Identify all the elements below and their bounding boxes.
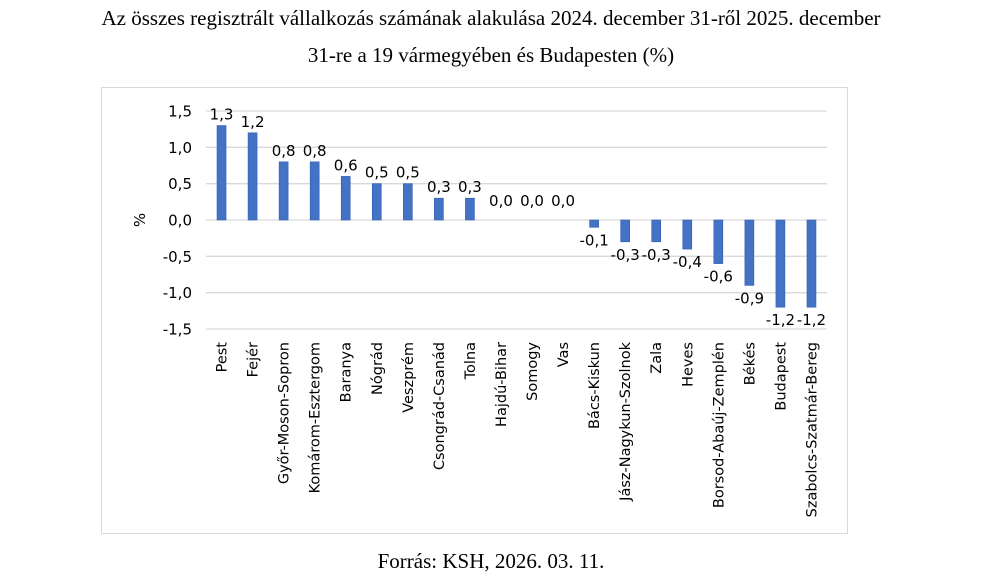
y-axis-title: %: [131, 213, 149, 227]
x-category-label: Csongrád-Csanád: [432, 342, 448, 470]
data-label: -0,1: [579, 231, 608, 249]
x-axis-categories: Pest Fejér Győr-Moson-Sopron Komárom-Eszter…: [215, 341, 821, 517]
x-category-label: Békés: [742, 342, 758, 385]
chart-area: 1,5 1,0 0,5 0,0 -0,5 -1,0 -1,5 1,3 1,2 0,8 0,8 0,6…: [101, 87, 848, 534]
data-label: 0,3: [458, 178, 482, 196]
bar: [775, 219, 786, 308]
y-tick-label: 0,5: [168, 175, 192, 193]
gridlines: [206, 110, 827, 330]
x-category-label: Fejér: [246, 342, 262, 377]
data-label: 0,5: [396, 164, 420, 182]
data-label: 0,8: [303, 142, 327, 160]
y-axis-ticks: 1,5 1,0 0,5 0,0 -0,5 -1,0 -1,5: [163, 103, 192, 339]
data-label: -0,6: [704, 268, 733, 286]
data-labels: 1,3 1,2 0,8 0,8 0,6 0,5 0,5 0,3 0,3 0,0 0,0 0,0 -0,1…: [210, 106, 827, 330]
x-category-label: Borsod-Abaúj-Zemplén: [711, 342, 727, 508]
bar: [806, 219, 817, 308]
data-label: 1,2: [241, 113, 265, 131]
data-label: 0,0: [489, 192, 513, 210]
bar: [744, 219, 755, 286]
x-category-label: Bács-Kiskun: [587, 342, 603, 429]
bar: [340, 176, 351, 221]
x-category-label: Zala: [649, 342, 665, 374]
x-category-label: Komárom-Esztergom: [308, 342, 324, 493]
x-category-label: Szabolcs-Szatmár-Bereg: [804, 342, 820, 517]
bar: [309, 161, 320, 221]
bar: [620, 219, 630, 243]
data-label: -1,2: [797, 311, 826, 329]
data-label: 0,5: [365, 164, 389, 182]
x-category-label: Vas: [556, 342, 572, 367]
data-label: -0,3: [611, 246, 640, 264]
data-label: 0,3: [427, 178, 451, 196]
bar: [713, 219, 724, 264]
bar: [371, 183, 382, 221]
bar: [216, 125, 227, 221]
data-label: -1,2: [766, 311, 795, 329]
data-label: 0,0: [520, 192, 544, 210]
data-label: -0,4: [673, 253, 702, 271]
y-tick-label: -0,5: [163, 248, 192, 266]
x-category-label: Hajdú-Bihar: [494, 342, 510, 427]
x-category-label: Jász-Nagykun-Szolnok: [618, 341, 634, 501]
bar: [651, 219, 662, 243]
data-label: -0,9: [735, 289, 764, 307]
x-category-label: Budapest: [773, 342, 789, 411]
bar: [589, 219, 599, 228]
data-label: -0,3: [642, 246, 671, 264]
bar: [278, 161, 289, 221]
x-category-label: Nógrád: [370, 342, 386, 395]
y-tick-label: -1,0: [163, 284, 192, 302]
x-category-label: Veszprém: [401, 342, 417, 413]
y-tick-label: 1,0: [168, 139, 192, 157]
x-category-label: Győr-Moson-Sopron: [277, 342, 293, 484]
data-label: 1,3: [210, 106, 234, 124]
x-category-label: Somogy: [525, 342, 541, 401]
x-category-label: Heves: [680, 342, 696, 387]
x-category-label: Pest: [215, 342, 231, 373]
data-label: 0,6: [334, 156, 358, 174]
bar: [403, 183, 413, 221]
bar-chart: 1,5 1,0 0,5 0,0 -0,5 -1,0 -1,5 1,3 1,2 0,8 0,8 0,6…: [131, 103, 827, 517]
y-tick-label: 1,5: [168, 103, 192, 121]
bar: [682, 219, 693, 250]
x-category-label: Baranya: [339, 342, 355, 402]
chart-title-line-1: Az összes regisztrált vállalkozás számán…: [101, 6, 881, 30]
y-tick-label: -1,5: [163, 321, 192, 339]
x-category-label: Tolna: [463, 342, 479, 380]
chart-title-line-2: 31-re a 19 vármegyében és Budapesten (%): [307, 43, 675, 67]
bar: [434, 197, 444, 221]
bar: [247, 132, 258, 221]
source-note: Forrás: KSH, 2026. 03. 11.: [377, 549, 605, 573]
bar: [465, 197, 475, 221]
bars: [216, 125, 817, 308]
y-tick-label: 0,0: [168, 212, 192, 230]
data-label: 0,8: [272, 142, 296, 160]
data-label: 0,0: [551, 192, 575, 210]
